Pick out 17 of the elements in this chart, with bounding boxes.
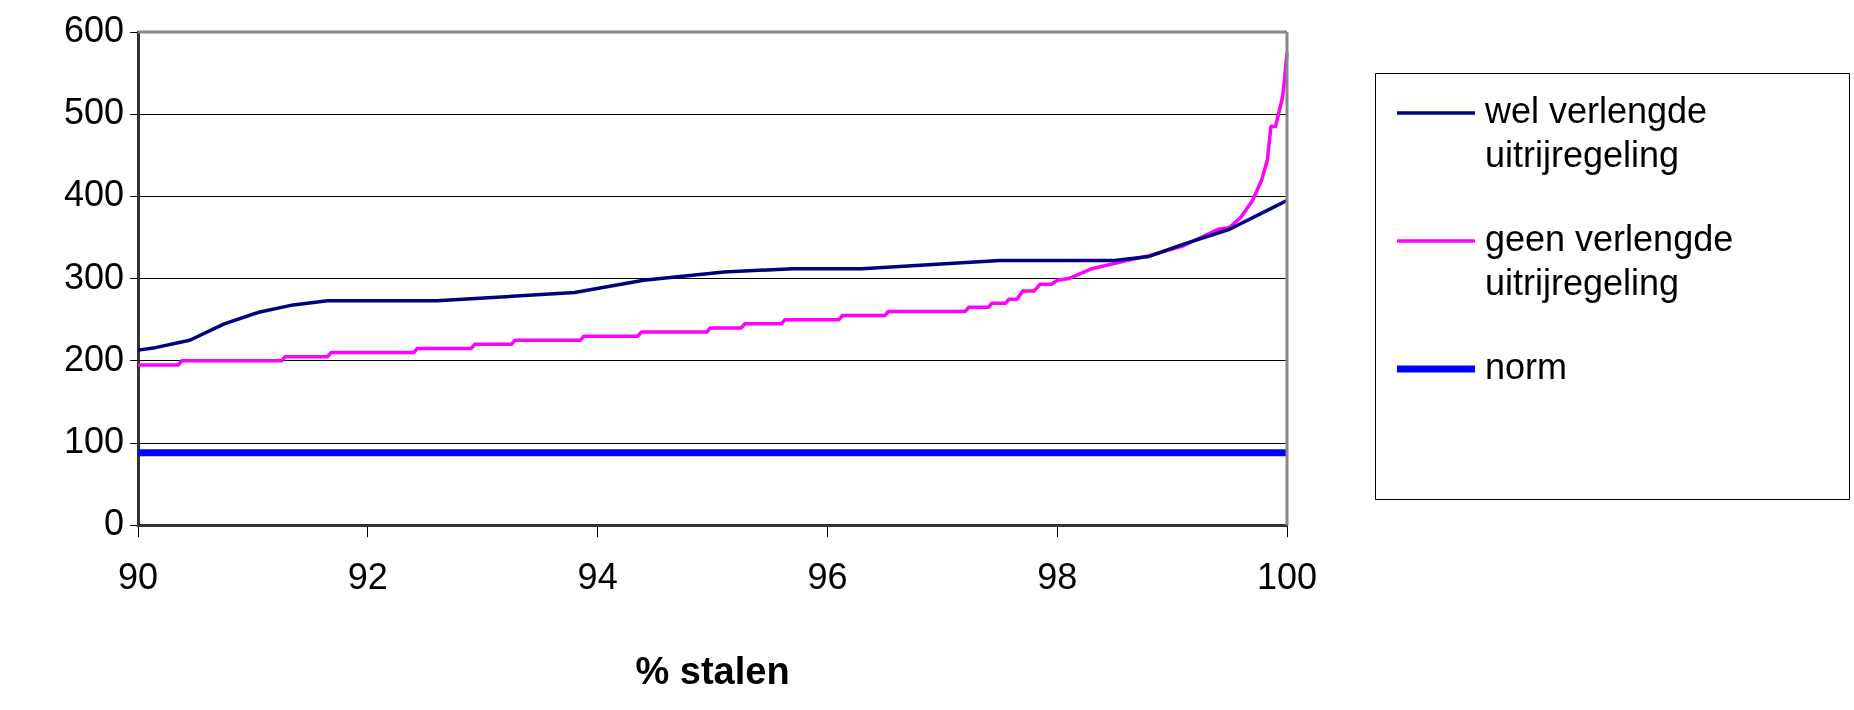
x-tick-label: 90: [118, 555, 159, 597]
x-tick-label: 98: [1037, 555, 1078, 597]
x-tick-label: 100: [1256, 555, 1318, 597]
x-tick-label: 94: [577, 555, 618, 597]
y-tick-label: 0: [104, 502, 125, 544]
y-tick-label: 600: [63, 8, 125, 50]
x-tick-label: 92: [347, 555, 388, 597]
legend-label: wel verlengde uitrijregeling: [1484, 89, 1708, 175]
y-tick-label: 300: [63, 255, 125, 297]
y-tick-label: 400: [63, 173, 125, 215]
x-axis-title: % stalen: [635, 649, 790, 692]
y-tick-label: 500: [63, 91, 125, 133]
y-tick-label: 100: [63, 419, 125, 461]
y-tick-label: 200: [63, 337, 125, 379]
x-tick-label: 96: [807, 555, 848, 597]
legend-label: norm: [1485, 345, 1568, 387]
legend-label: geen verlengde uitrijregeling: [1485, 217, 1734, 303]
